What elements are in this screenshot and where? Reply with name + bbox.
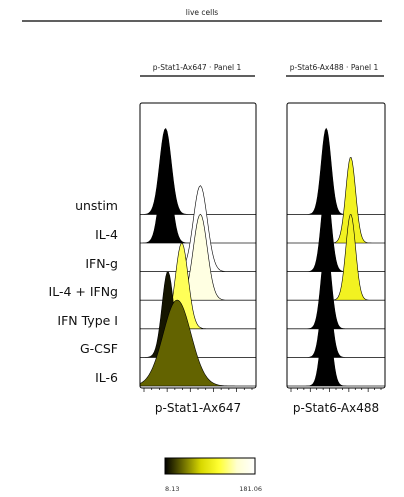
p-stat6-histogram-g-csf	[287, 270, 385, 358]
panel-p-stat1-ticks	[143, 388, 253, 392]
panel-p-stat1	[139, 102, 257, 392]
row-label-ifng: IFN-g	[85, 256, 118, 271]
panel-1-xlabel: p-Stat1-Ax647	[155, 401, 241, 415]
panel-p-stat6-ticks	[290, 388, 382, 392]
row-labels: unstim IL-4 IFN-g IL-4 + IFNg IFN Type I…	[49, 198, 119, 385]
p-stat6-histogram-il-4-ifng	[287, 214, 385, 301]
colorbar-max-label: 181.06	[239, 485, 262, 493]
colorbar: 8.13 181.06	[164, 457, 262, 493]
row-label-unstim: unstim	[75, 198, 118, 213]
p-stat1-histogram-il-6	[139, 299, 256, 387]
row-label-gcsf: G-CSF	[80, 341, 118, 356]
p-stat6-histogram-il-4	[287, 157, 385, 244]
panel-p-stat6-histograms	[287, 127, 385, 387]
colorbar-min-label: 8.13	[165, 485, 179, 493]
row-label-ifn-type-1: IFN Type I	[57, 313, 118, 328]
row-label-il4-ifng: IL-4 + IFNg	[49, 284, 118, 299]
panel-1-title: p-Stat1-Ax647 · Panel 1	[153, 63, 242, 72]
row-label-il6: IL-6	[95, 370, 118, 385]
colorbar-bar	[164, 457, 256, 475]
panel-2-xlabel: p-Stat6-Ax488	[293, 401, 379, 415]
p-stat1-histogram-il-4-ifng	[140, 213, 256, 301]
population-title: live cells	[186, 8, 219, 17]
panel-p-stat6	[286, 102, 386, 392]
p-stat6-histogram-ifn-g	[287, 184, 385, 272]
row-label-il4: IL-4	[95, 227, 118, 242]
p-stat6-histogram-ifn-type-i	[287, 242, 385, 330]
p-stat6-histogram-unstim	[287, 127, 385, 215]
panel-2-title: p-Stat6-Ax488 · Panel 1	[290, 63, 379, 72]
p-stat6-histogram-il-6	[287, 299, 385, 387]
panel-p-stat1-histograms	[139, 127, 256, 387]
